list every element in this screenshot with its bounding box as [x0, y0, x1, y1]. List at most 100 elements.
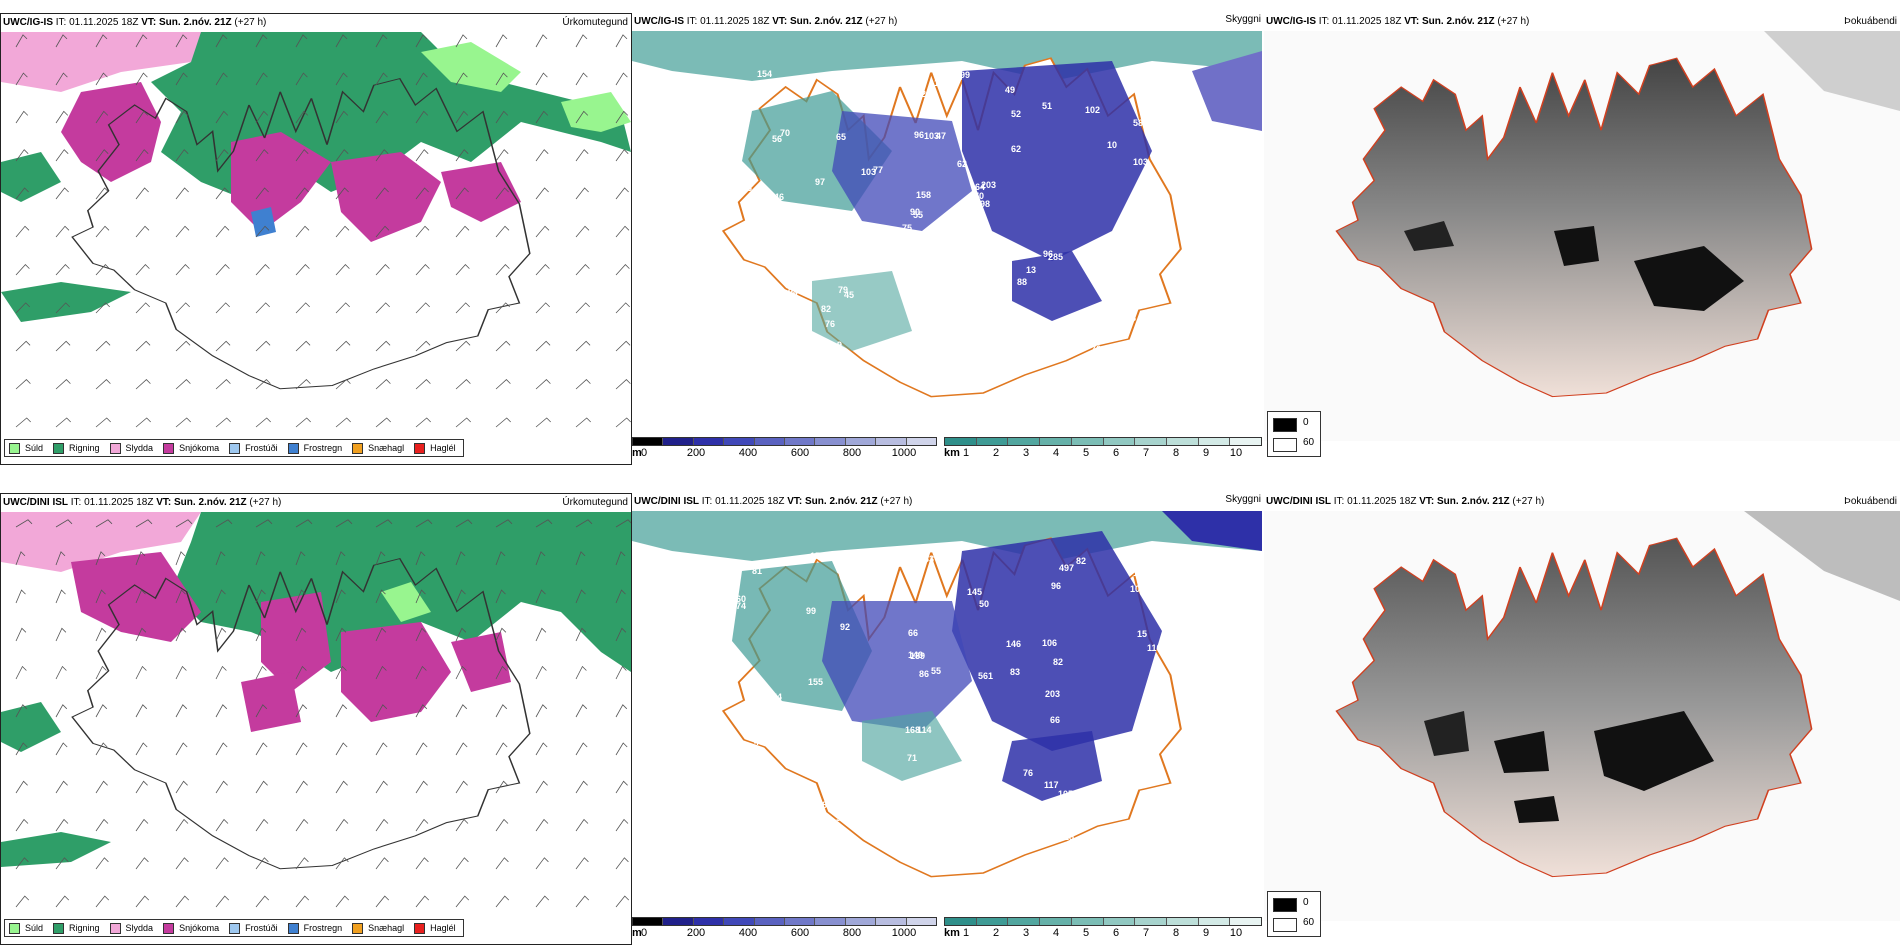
panel-title: Úrkomutegund: [562, 497, 628, 508]
visibility-value-label: 145: [967, 587, 982, 597]
wind-barb: [575, 72, 588, 86]
wind-barb: [255, 780, 268, 794]
wind-barb: [215, 519, 233, 528]
visibility-value-label: 158: [916, 190, 931, 200]
wind-barb: [175, 187, 189, 200]
wind-barb: [135, 110, 149, 124]
wind-barb: [495, 589, 506, 604]
wind-barb: [575, 187, 589, 200]
model-name: UWC/IG-IS: [3, 17, 53, 28]
legend-label: Súld: [25, 443, 44, 453]
wind-barb: [415, 225, 430, 238]
visibility-value-label: 86: [919, 669, 929, 679]
legend-swatch: [163, 922, 175, 934]
colorbar-tick: 10: [1229, 447, 1243, 459]
precip-type-panel-row1: UWC/IG-IS IT: 01.11.2025 18Z VT: Sun. 2.…: [0, 13, 632, 465]
panel-header: UWC/IG-IS IT: 01.11.2025 18Z VT: Sun. 2.…: [632, 13, 1264, 31]
visibility-value-label: 53: [933, 226, 943, 236]
precip-type-map[interactable]: [1, 32, 631, 442]
visibility-value-label: 88: [1015, 251, 1025, 261]
visibility-value-label: 117: [1044, 780, 1059, 790]
wind-barb: [615, 895, 630, 908]
wind-barb: [535, 857, 549, 870]
wind-barb: [335, 34, 348, 48]
visibility-value-label: 70: [780, 128, 790, 138]
legend-label: Snjókoma: [179, 923, 220, 933]
legend-item: Haglél: [414, 442, 456, 454]
wind-barb: [175, 302, 190, 314]
wind-barb: [95, 187, 109, 200]
wind-barb: [295, 187, 309, 200]
wind-barb: [215, 225, 230, 238]
visibility-value-label: 58: [1133, 118, 1143, 128]
wind-barb: [335, 742, 348, 756]
wind-barb: [295, 780, 308, 794]
wind-barb: [615, 780, 628, 794]
wind-barb: [255, 72, 268, 86]
wind-barb: [15, 519, 33, 528]
wind-barb: [135, 627, 147, 642]
wind-barb: [495, 704, 508, 718]
visibility-value-label: 82: [1053, 657, 1063, 667]
init-label: IT:: [701, 496, 713, 507]
legend-item: Frostregn: [287, 442, 342, 454]
wind-barb: [215, 665, 227, 680]
init-time: 01.11.2025 18Z: [1332, 16, 1402, 27]
visibility-value-label: 203: [981, 180, 996, 190]
visibility-value-label: 55: [931, 666, 941, 676]
wind-barb: [375, 340, 391, 352]
wind-barb: [255, 519, 273, 528]
wind-barb: [495, 780, 508, 794]
precip-type-panel-row2: UWC/DINI ISL IT: 01.11.2025 18Z VT: Sun.…: [0, 493, 632, 945]
visibility-value-label: 64: [975, 182, 985, 192]
visibility-value-label: 325: [1059, 832, 1074, 842]
wind-barb: [215, 302, 230, 314]
wind-barb: [335, 264, 350, 276]
colorbar-tick: 400: [738, 447, 758, 459]
fog-map[interactable]: [1264, 511, 1900, 921]
visibility-value-label: 96: [836, 813, 846, 823]
legend-label: Haglél: [430, 443, 456, 453]
wind-barb: [255, 627, 267, 642]
wind-barb: [135, 551, 146, 566]
wind-barb: [15, 72, 28, 86]
lead-time: (+27 h): [865, 16, 898, 27]
wind-barb: [615, 225, 630, 238]
wind-barb: [95, 589, 106, 604]
visibility-value-label: 96: [1051, 581, 1061, 591]
visibility-value-label: 83: [1010, 667, 1020, 677]
wind-barb: [175, 589, 186, 604]
visibility-value-label: 146: [1006, 639, 1021, 649]
wind-barb: [415, 379, 431, 390]
wind-barb: [55, 704, 68, 718]
wind-barb: [495, 34, 508, 48]
wind-barb: [615, 551, 626, 566]
wind-barb: [455, 417, 471, 428]
legend-swatch: [287, 442, 299, 454]
visibility-value-label: 76: [1091, 344, 1101, 354]
wind-barb: [575, 519, 593, 528]
elevation-colorbar: m 0 200 400 600 800 1000: [632, 917, 937, 947]
visibility-map[interactable]: 134 133 106 110 60 50 54 50 66 82 55 66 89 74 99 84 58 10…: [632, 511, 1264, 921]
wind-barb: [55, 895, 70, 908]
visibility-map[interactable]: 53 56 55 44 64 45 49 47 52 57 54 56 46 58 75 62 66 96 62 94…: [632, 31, 1264, 441]
wind-barb: [95, 225, 110, 238]
wind-barb: [15, 627, 27, 642]
fog-map[interactable]: [1264, 31, 1900, 441]
wind-barb: [55, 818, 69, 832]
wind-barb: [455, 302, 470, 314]
precip-type-map[interactable]: [1, 512, 631, 922]
wind-barb: [375, 417, 391, 428]
visibility-value-label: 78: [1137, 831, 1147, 841]
legend-swatch: [163, 442, 175, 454]
wind-barb: [15, 187, 29, 200]
wind-barb: [135, 340, 151, 352]
wind-barb: [255, 110, 269, 124]
wind-barb: [15, 704, 28, 718]
wind-barb: [535, 340, 551, 352]
wind-barb: [135, 895, 150, 908]
visibility-value-label: 108: [961, 710, 976, 720]
wind-barb: [335, 302, 350, 314]
visibility-value-label: 198: [975, 199, 990, 209]
visibility-value-label: 99: [806, 606, 816, 616]
